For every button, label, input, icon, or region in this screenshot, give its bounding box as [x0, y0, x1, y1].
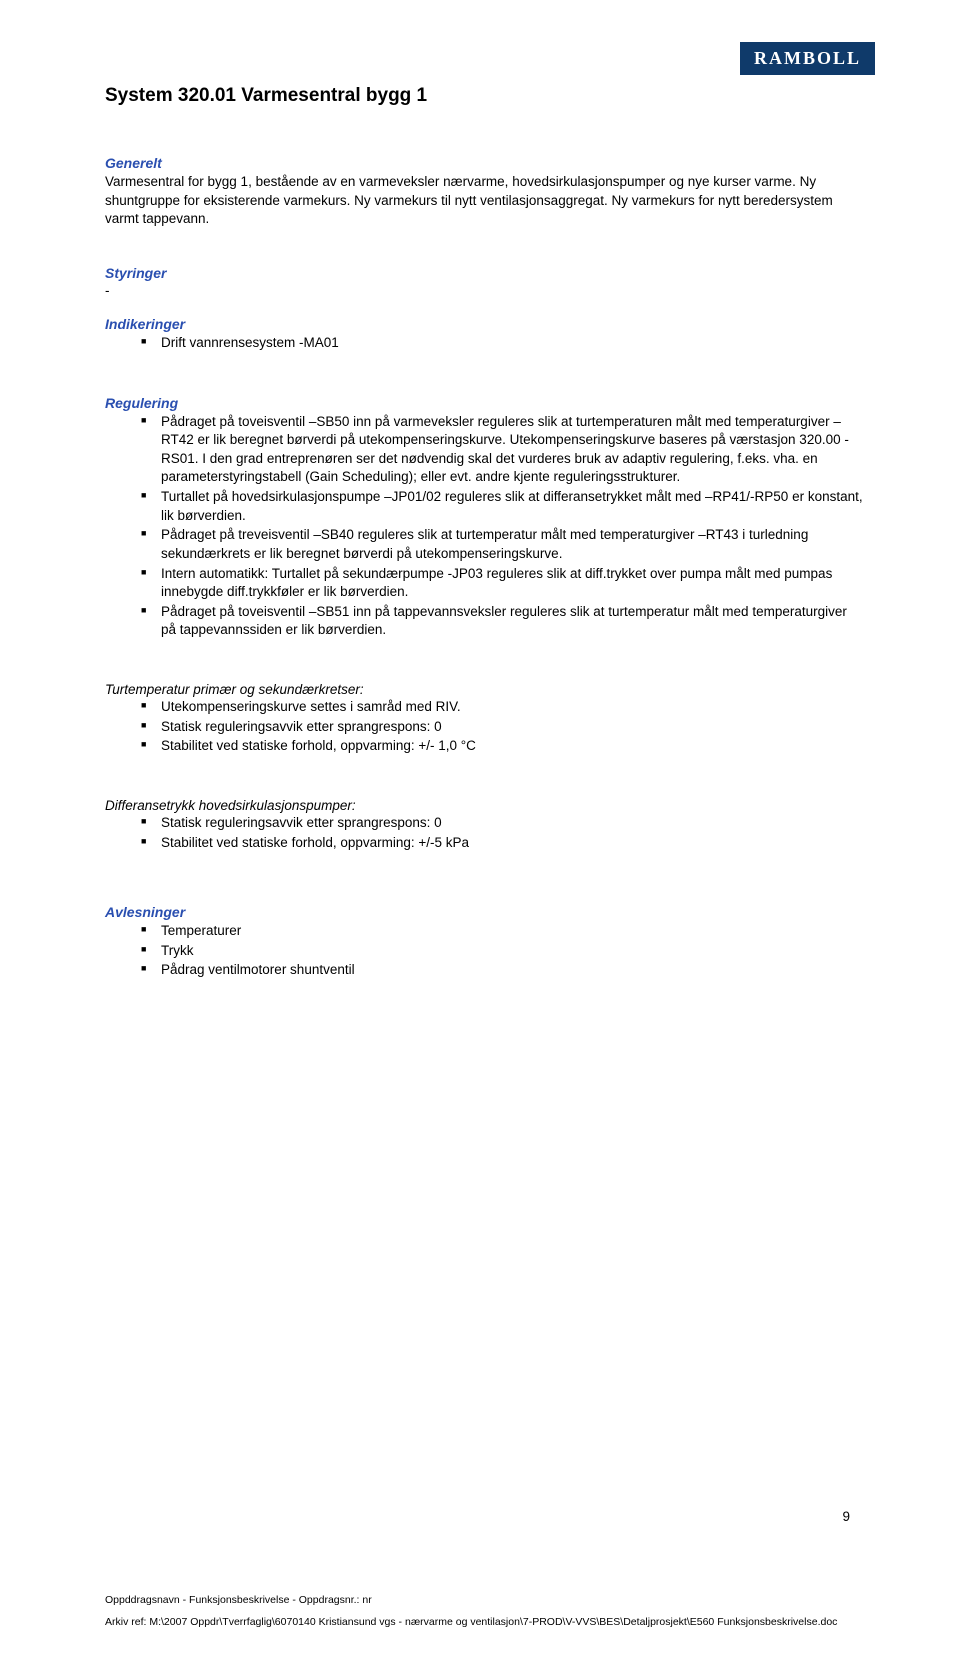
brand-logo: RAMBOLL: [740, 42, 875, 75]
list-item: Intern automatikk: Turtallet på sekundær…: [141, 565, 865, 602]
indikeringer-list: Drift vannrensesystem -MA01: [105, 334, 865, 353]
page-title: System 320.01 Varmesentral bygg 1: [105, 85, 865, 107]
list-item: Pådrag ventilmotorer shuntventil: [141, 961, 865, 980]
section-styringer-heading: Styringer: [105, 265, 865, 281]
avlesninger-list: Temperaturer Trykk Pådrag ventilmotorer …: [105, 922, 865, 980]
list-item: Pådraget på toveisventil –SB50 inn på va…: [141, 413, 865, 488]
generelt-paragraph: Varmesentral for bygg 1, bestående av en…: [105, 173, 865, 229]
turtemp-list: Utekompenseringskurve settes i samråd me…: [105, 698, 865, 756]
difftrykk-list: Statisk reguleringsavvik etter sprangres…: [105, 814, 865, 852]
page-number: 9: [842, 1509, 850, 1524]
subsection-difftrykk-heading: Differansetrykk hovedsirkulasjonspumper:: [105, 798, 865, 813]
list-item: Temperaturer: [141, 922, 865, 941]
styringer-dash: -: [105, 283, 865, 298]
section-generelt-heading: Generelt: [105, 155, 865, 171]
list-item: Statisk reguleringsavvik etter sprangres…: [141, 718, 865, 737]
footer: Oppddragsnavn - Funksjonsbeskrivelse - O…: [105, 1594, 865, 1630]
section-indikeringer-heading: Indikeringer: [105, 316, 865, 332]
list-item: Pådraget på treveisventil –SB40 regulere…: [141, 526, 865, 563]
footer-line-1: Oppddragsnavn - Funksjonsbeskrivelse - O…: [105, 1594, 865, 1606]
list-item: Pådraget på toveisventil –SB51 inn på ta…: [141, 603, 865, 640]
list-item: Stabilitet ved statiske forhold, oppvarm…: [141, 834, 865, 853]
list-item: Drift vannrensesystem -MA01: [141, 334, 865, 353]
list-item: Statisk reguleringsavvik etter sprangres…: [141, 814, 865, 833]
list-item: Stabilitet ved statiske forhold, oppvarm…: [141, 737, 865, 756]
list-item: Utekompenseringskurve settes i samråd me…: [141, 698, 865, 717]
regulering-list: Pådraget på toveisventil –SB50 inn på va…: [105, 413, 865, 641]
document-page: System 320.01 Varmesentral bygg 1 Genere…: [0, 0, 960, 980]
section-avlesninger-heading: Avlesninger: [105, 904, 865, 920]
subsection-turtemp-heading: Turtemperatur primær og sekundærkretser:: [105, 682, 865, 697]
list-item: Trykk: [141, 942, 865, 961]
footer-line-2: Arkiv ref: M:\2007 Oppdr\Tverrfaglig\607…: [105, 1616, 865, 1630]
list-item: Turtallet på hovedsirkulasjonspumpe –JP0…: [141, 488, 865, 525]
section-regulering-heading: Regulering: [105, 395, 865, 411]
